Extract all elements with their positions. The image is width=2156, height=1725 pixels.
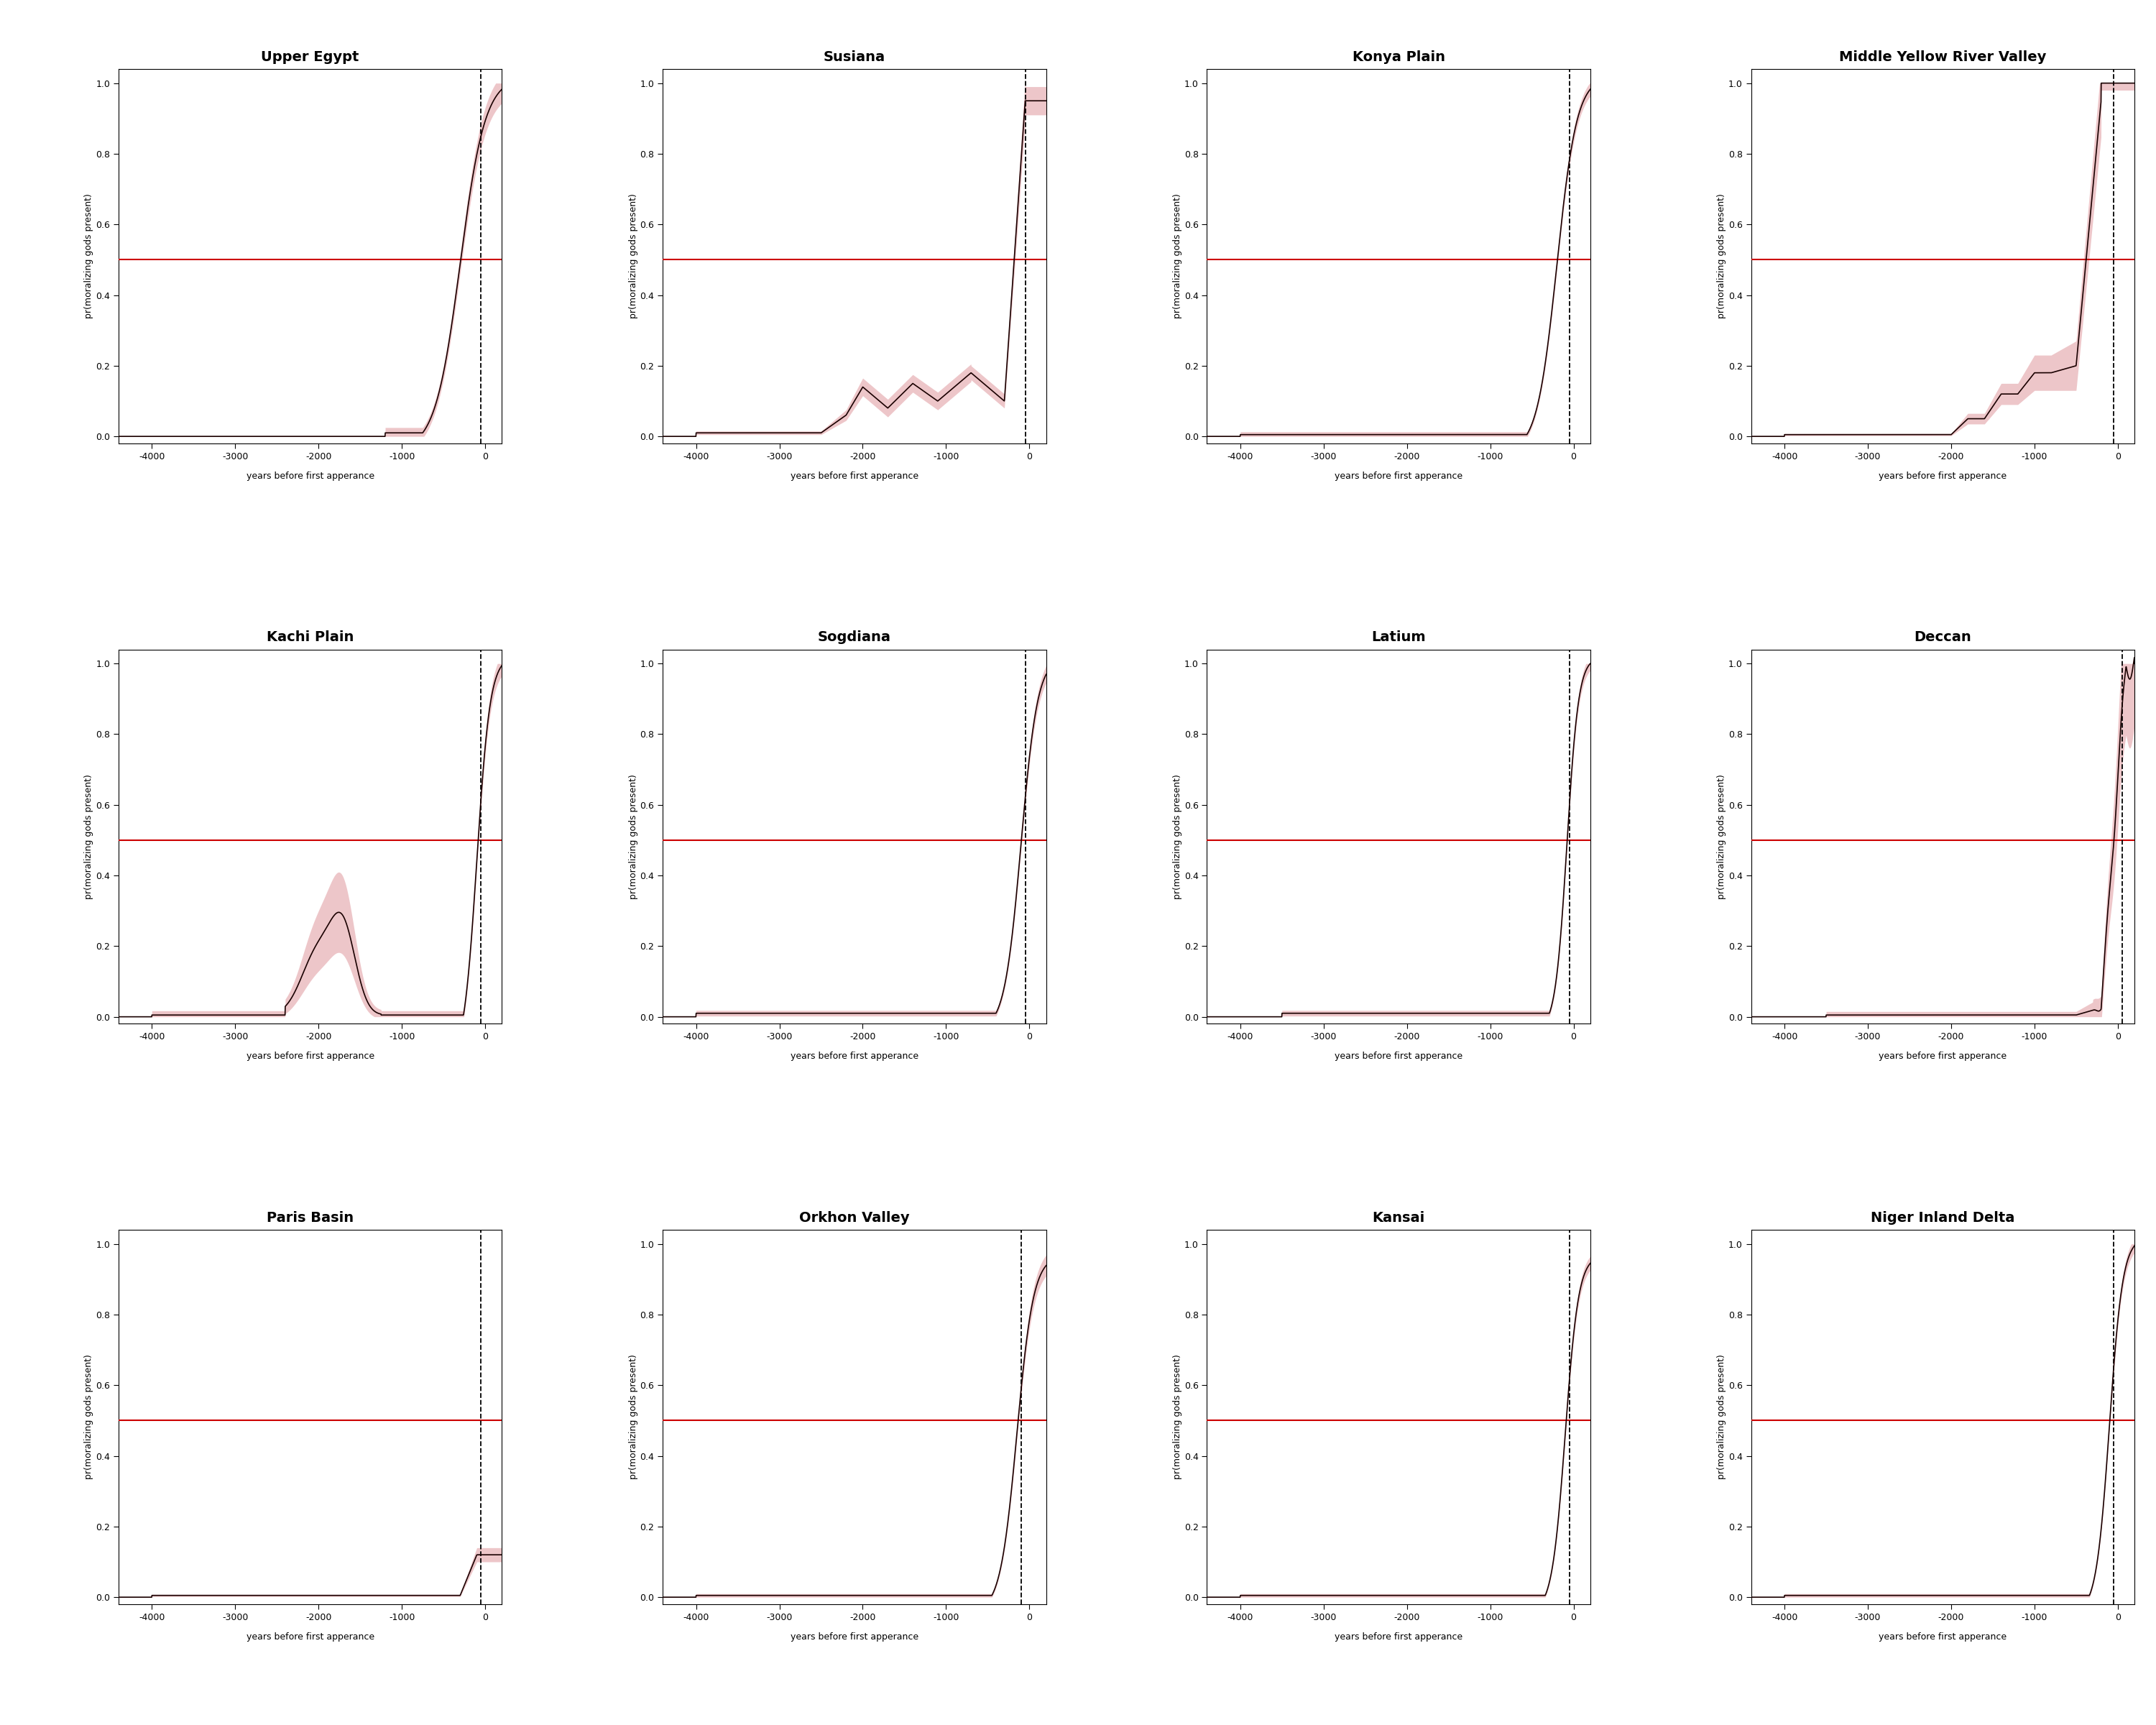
X-axis label: years before first apperance: years before first apperance — [246, 1632, 375, 1642]
Title: Orkhon Valley: Orkhon Valley — [800, 1211, 910, 1225]
X-axis label: years before first apperance: years before first apperance — [791, 471, 918, 481]
X-axis label: years before first apperance: years before first apperance — [1335, 471, 1462, 481]
X-axis label: years before first apperance: years before first apperance — [246, 1052, 375, 1061]
Title: Sogdiana: Sogdiana — [817, 631, 890, 645]
Y-axis label: pr(moralizing gods present): pr(moralizing gods present) — [1173, 775, 1181, 899]
X-axis label: years before first apperance: years before first apperance — [1335, 1052, 1462, 1061]
Title: Niger Inland Delta: Niger Inland Delta — [1871, 1211, 2016, 1225]
Title: Upper Egypt: Upper Egypt — [261, 50, 360, 64]
Title: Susiana: Susiana — [824, 50, 886, 64]
X-axis label: years before first apperance: years before first apperance — [246, 471, 375, 481]
Y-axis label: pr(moralizing gods present): pr(moralizing gods present) — [1173, 1354, 1181, 1480]
Title: Middle Yellow River Valley: Middle Yellow River Valley — [1839, 50, 2046, 64]
Y-axis label: pr(moralizing gods present): pr(moralizing gods present) — [1716, 775, 1727, 899]
X-axis label: years before first apperance: years before first apperance — [1335, 1632, 1462, 1642]
Y-axis label: pr(moralizing gods present): pr(moralizing gods present) — [630, 193, 638, 319]
X-axis label: years before first apperance: years before first apperance — [791, 1632, 918, 1642]
X-axis label: years before first apperance: years before first apperance — [1878, 471, 2007, 481]
Y-axis label: pr(moralizing gods present): pr(moralizing gods present) — [1716, 193, 1727, 319]
Y-axis label: pr(moralizing gods present): pr(moralizing gods present) — [84, 1354, 93, 1480]
Y-axis label: pr(moralizing gods present): pr(moralizing gods present) — [1716, 1354, 1727, 1480]
Y-axis label: pr(moralizing gods present): pr(moralizing gods present) — [84, 775, 93, 899]
Title: Deccan: Deccan — [1915, 631, 1971, 645]
X-axis label: years before first apperance: years before first apperance — [1878, 1632, 2007, 1642]
Title: Konya Plain: Konya Plain — [1352, 50, 1445, 64]
Y-axis label: pr(moralizing gods present): pr(moralizing gods present) — [84, 193, 93, 319]
Y-axis label: pr(moralizing gods present): pr(moralizing gods present) — [1173, 193, 1181, 319]
Y-axis label: pr(moralizing gods present): pr(moralizing gods present) — [630, 1354, 638, 1480]
Title: Paris Basin: Paris Basin — [267, 1211, 354, 1225]
X-axis label: years before first apperance: years before first apperance — [1878, 1052, 2007, 1061]
Title: Kansai: Kansai — [1371, 1211, 1425, 1225]
X-axis label: years before first apperance: years before first apperance — [791, 1052, 918, 1061]
Title: Latium: Latium — [1371, 631, 1425, 645]
Y-axis label: pr(moralizing gods present): pr(moralizing gods present) — [630, 775, 638, 899]
Title: Kachi Plain: Kachi Plain — [267, 631, 354, 645]
